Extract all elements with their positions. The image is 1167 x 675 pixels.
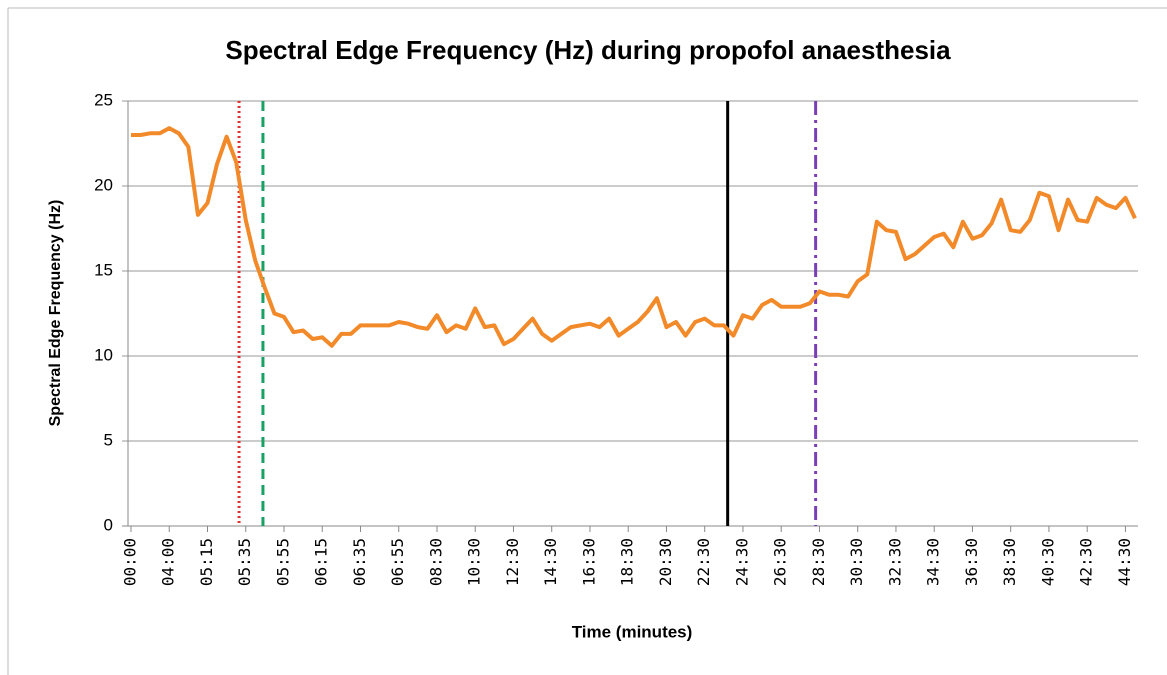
x-tick-label: 30:30 — [847, 538, 866, 586]
x-tick-label: 18:30 — [618, 538, 637, 586]
x-tick-label: 32:30 — [885, 538, 904, 586]
x-tick-label: 05:15 — [197, 538, 216, 586]
x-tick-label: 12:30 — [503, 538, 522, 586]
x-tick-label: 00:00 — [121, 538, 140, 586]
chart-title: Spectral Edge Frequency (Hz) during prop… — [225, 35, 951, 65]
x-tick-label: 05:55 — [273, 538, 292, 586]
x-tick-label: 20:30 — [656, 538, 675, 586]
y-tick-label: 20 — [94, 175, 113, 194]
x-tick-label: 26:30 — [771, 538, 790, 586]
x-tick-label: 10:30 — [465, 538, 484, 586]
x-tick-label: 28:30 — [809, 538, 828, 586]
y-tick-label: 15 — [94, 260, 113, 279]
y-tick-label: 0 — [104, 515, 113, 534]
x-tick-label: 06:35 — [350, 538, 369, 586]
x-axis-label: Time (minutes) — [572, 622, 693, 641]
y-tick-label: 5 — [104, 430, 113, 449]
x-tick-label: 14:30 — [541, 538, 560, 586]
x-tick-label: 34:30 — [924, 538, 943, 586]
x-tick-label: 36:30 — [962, 538, 981, 586]
x-tick-label: 05:35 — [235, 538, 254, 586]
x-tick-label: 24:30 — [732, 538, 751, 586]
data-line — [131, 126, 1137, 348]
y-tick-label: 10 — [94, 345, 113, 364]
x-tick-label: 44:30 — [1115, 538, 1134, 586]
x-tick-label: 38:30 — [1000, 538, 1019, 586]
x-tick-label: 40:30 — [1038, 538, 1057, 586]
y-axis-label: Spectral Edge Frequency (Hz) — [47, 200, 64, 427]
x-tick-label: 06:15 — [312, 538, 331, 586]
x-tick-label: 22:30 — [694, 538, 713, 586]
x-tick-label: 42:30 — [1077, 538, 1096, 586]
x-tick-label: 16:30 — [579, 538, 598, 586]
y-tick-label: 25 — [94, 90, 113, 109]
x-tick-label: 04:00 — [159, 538, 178, 586]
x-tick-label: 06:55 — [388, 538, 407, 586]
x-tick-label: 08:30 — [426, 538, 445, 586]
